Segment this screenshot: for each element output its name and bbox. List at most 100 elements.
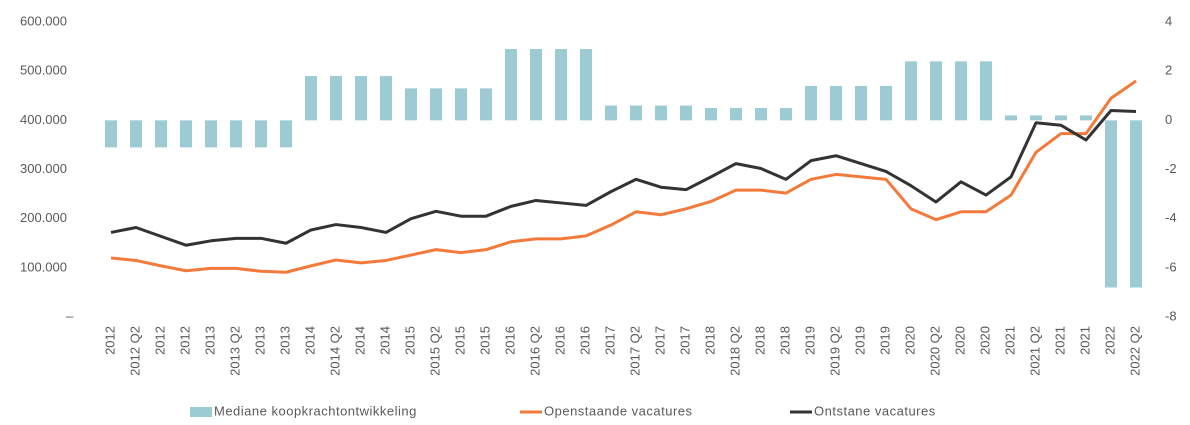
bar	[355, 76, 367, 121]
x-tick-label: 2012 Q2	[127, 326, 142, 376]
bar	[830, 85, 842, 121]
y2-tick-label: -6	[1165, 259, 1177, 274]
x-tick-label: 2021	[1077, 326, 1092, 355]
x-tick-label: 2015	[402, 326, 417, 355]
y-tick-label: 100.000	[20, 259, 67, 274]
bar	[155, 120, 167, 148]
x-tick-label: 2013	[202, 326, 217, 355]
bar	[330, 76, 342, 121]
x-tick-label: 2020	[977, 326, 992, 355]
bar	[605, 105, 617, 121]
x-tick-label: 2015	[452, 326, 467, 355]
bar	[780, 108, 792, 121]
bar	[955, 61, 967, 121]
y-tick-label: –	[66, 308, 74, 323]
x-tick-label: 2017	[602, 326, 617, 355]
bar	[730, 108, 742, 121]
bar	[280, 120, 292, 148]
bar	[380, 76, 392, 121]
bar	[755, 108, 767, 121]
x-tick-label: 2021	[1052, 326, 1067, 355]
x-tick-label: 2012	[177, 326, 192, 355]
x-tick-label: 2014	[352, 326, 367, 355]
bar	[980, 61, 992, 121]
x-tick-label: 2015 Q2	[427, 326, 442, 376]
x-tick-label: 2012	[152, 326, 167, 355]
bar	[230, 120, 242, 148]
y2-tick-label: 2	[1165, 63, 1172, 78]
x-tick-label: 2016	[552, 326, 567, 355]
bar	[205, 120, 217, 148]
x-tick-label: 2018	[752, 326, 767, 355]
x-tick-label: 2019	[877, 326, 892, 355]
x-tick-label: 2020	[952, 326, 967, 355]
x-tick-label: 2021 Q2	[1027, 326, 1042, 376]
y2-tick-label: 4	[1165, 13, 1172, 28]
y2-tick-label: -8	[1165, 308, 1177, 323]
legend-label: Mediane koopkrachtontwikkeling	[214, 403, 417, 418]
y-tick-label: 600.000	[20, 13, 67, 28]
y-tick-label: 200.000	[20, 210, 67, 225]
legend-swatch	[190, 407, 212, 417]
y-tick-label: 300.000	[20, 161, 67, 176]
x-tick-label: 2014	[302, 326, 317, 355]
bar	[180, 120, 192, 148]
bar	[530, 49, 542, 121]
bar	[655, 105, 667, 121]
bar	[1130, 120, 1142, 288]
x-tick-label: 2018	[777, 326, 792, 355]
bar	[905, 61, 917, 121]
bar	[430, 88, 442, 121]
x-tick-label: 2013	[277, 326, 292, 355]
line	[110, 109, 1137, 247]
x-tick-label: 2013	[252, 326, 267, 355]
y2-tick-label: -4	[1165, 210, 1177, 225]
bar	[255, 120, 267, 148]
x-tick-label: 2016 Q2	[527, 326, 542, 376]
x-tick-label: 2020 Q2	[927, 326, 942, 376]
bar	[455, 88, 467, 121]
x-tick-label: 2018	[702, 326, 717, 355]
bar	[105, 120, 117, 148]
bar	[480, 88, 492, 121]
bar	[805, 85, 817, 121]
bar	[1080, 115, 1092, 121]
bar	[680, 105, 692, 121]
bar	[305, 76, 317, 121]
bar	[1105, 120, 1117, 288]
x-tick-label: 2017	[677, 326, 692, 355]
x-tick-label: 2013 Q2	[227, 326, 242, 376]
bar	[1030, 115, 1042, 121]
bar	[505, 49, 517, 121]
y-tick-label: 400.000	[20, 112, 67, 127]
bar	[1005, 115, 1017, 121]
y2-tick-label: -2	[1165, 161, 1177, 176]
x-tick-label: 2015	[477, 326, 492, 355]
bar	[880, 85, 892, 121]
x-tick-label: 2019 Q2	[827, 326, 842, 376]
bar	[130, 120, 142, 148]
bar	[580, 49, 592, 121]
x-tick-label: 2022	[1102, 326, 1117, 355]
x-tick-label: 2019	[852, 326, 867, 355]
x-tick-label: 2022 Q2	[1127, 326, 1142, 376]
bar	[630, 105, 642, 121]
x-tick-label: 2020	[902, 326, 917, 355]
x-tick-label: 2017 Q2	[627, 326, 642, 376]
x-tick-label: 2016	[577, 326, 592, 355]
x-tick-label: 2016	[502, 326, 517, 355]
bar	[930, 61, 942, 121]
x-tick-label: 2017	[652, 326, 667, 355]
legend-label: Openstaande vacatures	[544, 403, 693, 418]
line	[110, 79, 1137, 274]
bar	[405, 88, 417, 121]
bar	[1055, 115, 1067, 121]
bar	[555, 49, 567, 121]
legend-label: Ontstane vacatures	[814, 403, 936, 418]
bar	[705, 108, 717, 121]
x-tick-label: 2019	[802, 326, 817, 355]
x-tick-label: 2021	[1002, 326, 1017, 355]
y2-tick-label: 0	[1165, 112, 1172, 127]
x-tick-label: 2018 Q2	[727, 326, 742, 376]
